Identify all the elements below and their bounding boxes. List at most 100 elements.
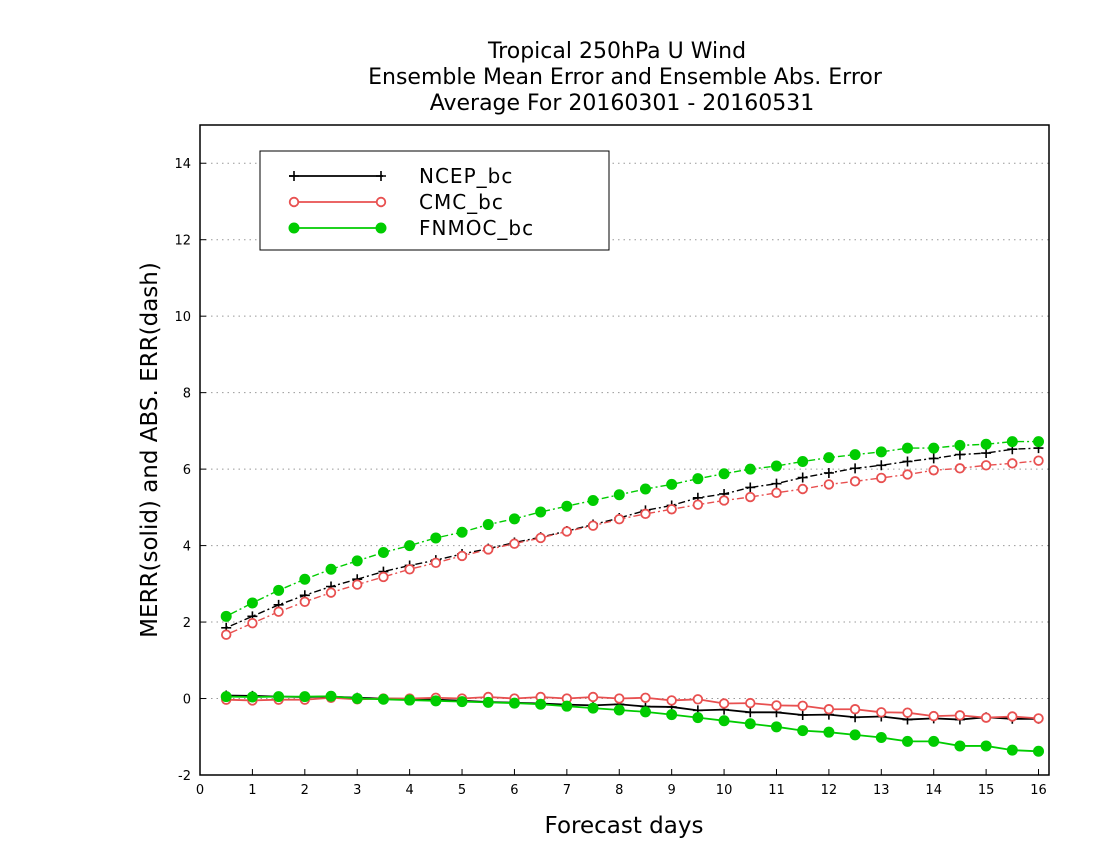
point-merr-fnmoc-bc	[325, 690, 337, 702]
x-tick-label: 5	[458, 783, 466, 798]
point-abs-err-ncep-bc	[902, 456, 913, 467]
point-merr-fnmoc-bc	[639, 706, 651, 718]
legend-label-cmc-bc: CMC_bc	[419, 190, 504, 214]
point-merr-cmc-bc	[718, 698, 730, 709]
point-merr-fnmoc-bc	[535, 698, 547, 710]
point-abs-err-fnmoc-bc	[666, 478, 678, 490]
point-abs-err-cmc-bc	[483, 544, 494, 555]
point-merr-fnmoc-bc	[744, 718, 756, 730]
point-abs-err-fnmoc-bc	[535, 506, 547, 518]
point-merr-cmc-bc	[928, 710, 939, 722]
point-merr-cmc-bc	[823, 704, 835, 715]
x-tick-label: 1	[248, 783, 256, 798]
legend-box	[259, 150, 610, 251]
point-abs-err-cmc-bc	[876, 472, 887, 484]
point-merr-ncep-bc	[797, 709, 808, 720]
x-tick-label: 10	[716, 783, 733, 798]
point-merr-fnmoc-bc	[404, 694, 416, 706]
point-abs-err-fnmoc-bc	[1033, 436, 1045, 448]
point-abs-err-cmc-bc	[352, 579, 363, 590]
point-merr-fnmoc-bc	[849, 729, 861, 741]
point-abs-err-fnmoc-bc	[980, 438, 992, 450]
point-abs-err-ncep-bc	[928, 453, 939, 464]
series-line-merr-fnmoc-bc	[226, 695, 1039, 753]
point-merr-fnmoc-bc	[954, 740, 966, 752]
point-abs-err-fnmoc-bc	[430, 532, 442, 544]
x-tick-label: 12	[821, 783, 838, 798]
title-line-1: Tropical 250hPa U Wind	[487, 39, 746, 64]
point-abs-err-cmc-bc	[509, 538, 520, 549]
point-abs-err-fnmoc-bc	[404, 540, 416, 552]
x-tick-label: 16	[1030, 783, 1047, 798]
point-abs-err-cmc-bc	[692, 499, 704, 510]
point-abs-err-cmc-bc	[718, 495, 730, 506]
point-abs-err-cmc-bc	[1033, 455, 1044, 466]
y-tick-label: 2	[183, 616, 191, 631]
point-merr-fnmoc-bc	[273, 691, 285, 703]
point-abs-err-cmc-bc	[640, 508, 651, 520]
point-merr-fnmoc-bc	[587, 702, 599, 714]
point-merr-cmc-bc	[1033, 713, 1044, 724]
point-abs-err-cmc-bc	[404, 564, 415, 575]
point-merr-cmc-bc	[980, 712, 992, 723]
x-tick-label: 15	[978, 783, 995, 798]
point-abs-err-fnmoc-bc	[744, 463, 756, 475]
series-ncep-bc	[221, 443, 1044, 725]
x-tick-label: 0	[196, 783, 204, 798]
x-tick-label: 2	[301, 783, 309, 798]
point-abs-err-fnmoc-bc	[482, 519, 494, 531]
x-tick-label: 11	[768, 783, 785, 798]
y-tick-label: 0	[183, 693, 191, 708]
point-abs-err-fnmoc-bc	[823, 452, 835, 464]
point-merr-fnmoc-bc	[456, 696, 468, 708]
y-tick-label: 8	[183, 387, 191, 402]
point-abs-err-cmc-bc	[666, 504, 677, 515]
series-cmc-bc	[221, 455, 1044, 724]
point-abs-err-cmc-bc	[325, 587, 337, 598]
plot-frame	[199, 124, 1050, 776]
point-abs-err-cmc-bc	[771, 487, 782, 499]
point-merr-fnmoc-bc	[902, 735, 913, 747]
legend-marker-right-ncep-bc	[376, 171, 386, 181]
point-merr-fnmoc-bc	[1006, 744, 1018, 756]
point-abs-err-cmc-bc	[797, 483, 808, 495]
y-tick-label: 10	[174, 310, 191, 325]
point-abs-err-cmc-bc	[430, 557, 442, 568]
point-merr-cmc-bc	[745, 697, 756, 709]
point-merr-fnmoc-bc	[1033, 745, 1045, 757]
point-abs-err-cmc-bc	[378, 571, 389, 583]
series-line-abs-err-ncep-bc	[225, 447, 1039, 629]
point-merr-fnmoc-bc	[875, 732, 887, 744]
x-tick-label: 9	[668, 783, 676, 798]
x-tick-label: 4	[405, 783, 413, 798]
point-abs-err-cmc-bc	[823, 479, 835, 490]
legend-marker-right-fnmoc-bc	[375, 222, 387, 234]
point-abs-err-cmc-bc	[587, 520, 599, 531]
point-abs-err-ncep-bc	[771, 478, 782, 489]
point-abs-err-fnmoc-bc	[220, 610, 232, 622]
point-abs-err-fnmoc-bc	[954, 439, 966, 451]
point-abs-err-fnmoc-bc	[273, 584, 285, 596]
x-axis-title: Forecast days	[545, 813, 704, 839]
point-abs-err-fnmoc-bc	[797, 455, 809, 467]
legend-marker-left-ncep-bc	[289, 171, 299, 181]
point-abs-err-fnmoc-bc	[587, 494, 599, 506]
point-abs-err-cmc-bc	[299, 596, 311, 607]
point-abs-err-fnmoc-bc	[351, 555, 363, 567]
point-abs-err-ncep-bc	[876, 460, 887, 471]
point-abs-err-fnmoc-bc	[718, 468, 730, 480]
legend-marker-left-cmc-bc	[288, 196, 300, 208]
point-merr-fnmoc-bc	[797, 725, 809, 737]
y-tick-label: 12	[174, 234, 191, 249]
y-axis-title: MERR(solid) and ABS. ERR(dash)	[137, 262, 163, 638]
point-merr-cmc-bc	[849, 704, 861, 715]
point-merr-fnmoc-bc	[508, 697, 520, 709]
point-merr-cmc-bc	[1007, 711, 1018, 722]
legend-label-ncep-bc: NCEP_bc	[419, 164, 513, 188]
point-merr-cmc-bc	[614, 693, 625, 704]
point-abs-err-fnmoc-bc	[928, 442, 940, 454]
title-line-3: Average For 20160301 - 20160531	[430, 91, 815, 116]
point-merr-cmc-bc	[666, 695, 677, 706]
